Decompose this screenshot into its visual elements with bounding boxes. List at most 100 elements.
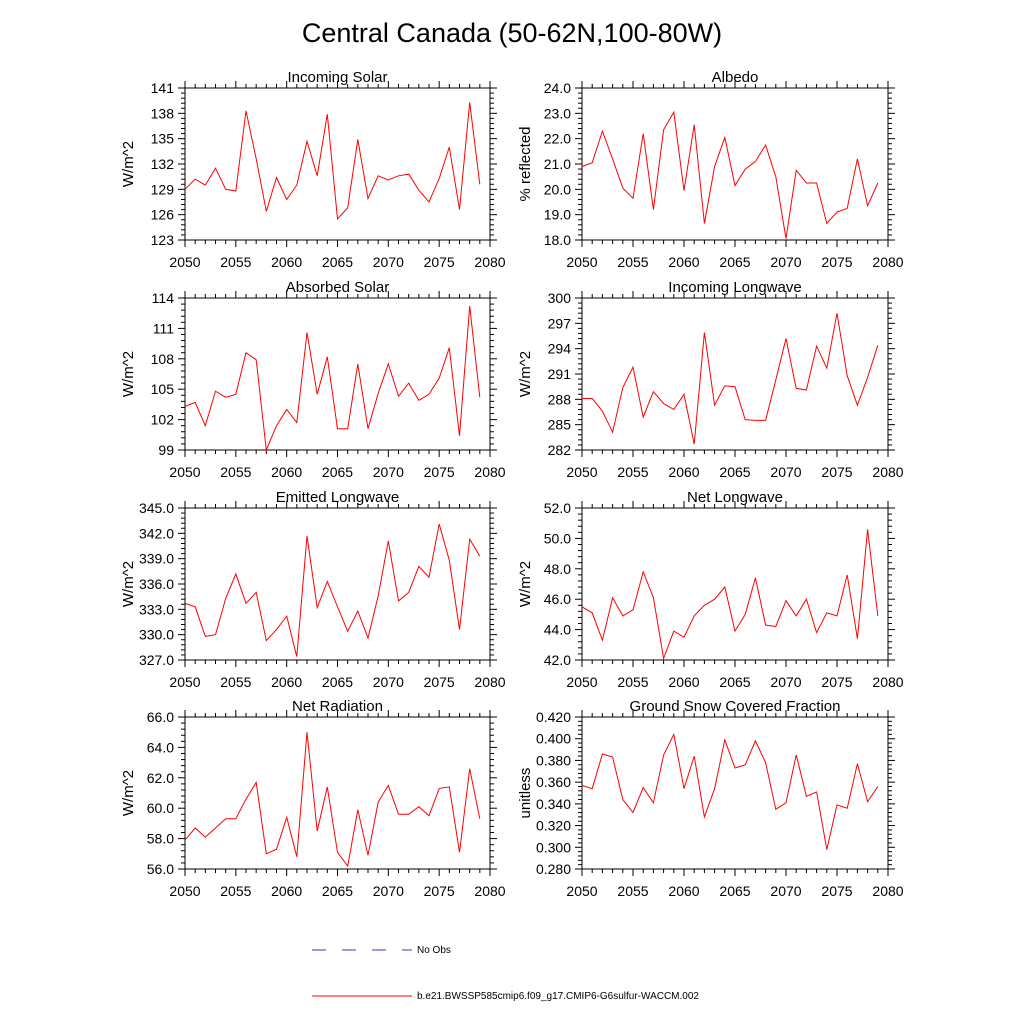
series-line — [581, 529, 879, 661]
y-tick-label: 0.360 — [536, 774, 571, 790]
x-tick-label: 2055 — [220, 883, 251, 899]
y-tick-label: 129 — [151, 181, 175, 197]
panel-title: Albedo — [712, 69, 759, 86]
y-tick-label: 114 — [152, 290, 175, 306]
legend-model-label: b.e21.BWSSP585cmip6.f09_g17.CMIP6-G6sulf… — [417, 991, 699, 1002]
panel-title: Net Longwave — [687, 489, 783, 506]
y-tick-label: 294 — [548, 341, 572, 357]
y-tick-label: 64.0 — [147, 739, 174, 755]
y-tick-label: 339.0 — [139, 551, 174, 567]
y-tick-label: 19.0 — [544, 207, 571, 223]
y-tick-label: 21.0 — [544, 156, 571, 172]
x-tick-label: 2070 — [373, 254, 404, 270]
x-tick-label: 2055 — [220, 674, 251, 690]
y-tick-label: 22.0 — [544, 131, 571, 147]
y-tick-label: 111 — [153, 320, 174, 336]
y-tick-label: 0.320 — [536, 818, 571, 834]
series-line — [184, 306, 481, 452]
x-tick-label: 2060 — [271, 674, 302, 690]
x-tick-label: 2075 — [424, 464, 455, 480]
panel-title: Absorbed Solar — [286, 279, 389, 296]
x-tick-label: 2070 — [373, 464, 404, 480]
x-tick-label: 2055 — [617, 674, 648, 690]
y-tick-label: 50.0 — [544, 530, 571, 546]
y-tick-label: 23.0 — [544, 105, 571, 121]
y-tick-label: 282 — [548, 442, 572, 458]
y-tick-label: 44.0 — [544, 622, 571, 638]
plot-frame — [184, 716, 491, 870]
y-tick-label: 288 — [548, 391, 572, 407]
y-axis-label: unitless — [517, 768, 534, 819]
panel-title: Incoming Longwave — [668, 279, 801, 296]
x-tick-label: 2055 — [220, 254, 251, 270]
x-tick-label: 2070 — [770, 254, 801, 270]
y-tick-label: 99 — [158, 442, 174, 458]
x-tick-label: 2075 — [821, 464, 852, 480]
y-tick-label: 66.0 — [147, 709, 174, 725]
y-tick-label: 342.0 — [139, 525, 174, 541]
panel-title: Incoming Solar — [287, 69, 387, 86]
panel-8: Ground Snow Covered Fraction unitless 0.28… — [517, 698, 904, 899]
x-tick-label: 2070 — [770, 464, 801, 480]
x-tick-label: 2070 — [373, 674, 404, 690]
y-tick-label: 126 — [151, 207, 175, 223]
y-tick-label: 105 — [151, 381, 175, 397]
x-tick-label: 2050 — [169, 883, 200, 899]
panel-title: Net Radiation — [292, 698, 383, 715]
series-line — [184, 523, 481, 657]
x-tick-label: 2080 — [872, 883, 903, 899]
x-tick-label: 2060 — [668, 674, 699, 690]
x-tick-label: 2065 — [322, 254, 353, 270]
y-axis-label: % reflected — [517, 126, 534, 201]
y-tick-label: 135 — [151, 131, 175, 147]
x-tick-label: 2060 — [668, 883, 699, 899]
legend-no-obs-label: No Obs — [417, 945, 451, 956]
x-tick-label: 2060 — [668, 464, 699, 480]
x-tick-label: 2075 — [821, 254, 852, 270]
panel-5: Emitted Longwave W/m^2 327.0 330.0 333.0 336.… — [120, 489, 506, 690]
y-tick-label: 138 — [151, 105, 175, 121]
x-tick-label: 2075 — [424, 883, 455, 899]
y-tick-label: 108 — [151, 351, 175, 367]
x-tick-label: 2070 — [770, 674, 801, 690]
x-tick-label: 2065 — [719, 254, 750, 270]
x-tick-label: 2060 — [271, 883, 302, 899]
x-tick-label: 2050 — [566, 674, 597, 690]
x-tick-label: 2065 — [322, 464, 353, 480]
y-axis-label: W/m^2 — [120, 561, 137, 607]
y-tick-label: 0.280 — [536, 861, 571, 877]
x-tick-label: 2055 — [617, 883, 648, 899]
y-tick-label: 58.0 — [147, 831, 174, 847]
y-tick-label: 132 — [151, 156, 175, 172]
x-tick-label: 2075 — [821, 883, 852, 899]
x-tick-label: 2065 — [719, 883, 750, 899]
x-tick-label: 2060 — [271, 254, 302, 270]
x-tick-label: 2065 — [719, 464, 750, 480]
x-tick-label: 2080 — [474, 464, 505, 480]
y-tick-label: 24.0 — [544, 80, 571, 96]
y-tick-label: 102 — [151, 412, 175, 428]
y-tick-label: 60.0 — [147, 800, 174, 816]
y-tick-label: 300 — [548, 290, 572, 306]
x-tick-label: 2080 — [872, 254, 903, 270]
x-tick-label: 2050 — [169, 674, 200, 690]
panels-group: Incoming Solar W/m^2 123 126 129 132 135 138 141… — [120, 69, 904, 899]
y-tick-label: 0.380 — [536, 752, 571, 768]
y-tick-label: 330.0 — [139, 627, 174, 643]
x-tick-label: 2050 — [169, 254, 200, 270]
y-tick-label: 291 — [548, 366, 572, 382]
y-axis-label: W/m^2 — [120, 770, 137, 816]
x-tick-label: 2065 — [322, 674, 353, 690]
plot-frame — [184, 507, 491, 661]
series-line — [581, 732, 879, 850]
y-tick-label: 0.420 — [536, 709, 571, 725]
series-line — [184, 102, 481, 221]
y-tick-label: 0.400 — [536, 731, 571, 747]
panel-7: Net Radiation W/m^2 56.0 58.0 60.0 62.0 64.0 66… — [120, 698, 506, 899]
panel-title: Ground Snow Covered Fraction — [630, 698, 841, 715]
y-tick-label: 52.0 — [544, 500, 571, 516]
figure-title: Central Canada (50-62N,100-80W) — [302, 18, 722, 48]
y-tick-label: 42.0 — [544, 652, 571, 668]
panel-1: Incoming Solar W/m^2 123 126 129 132 135 138 141… — [120, 69, 506, 270]
y-tick-label: 56.0 — [147, 861, 174, 877]
